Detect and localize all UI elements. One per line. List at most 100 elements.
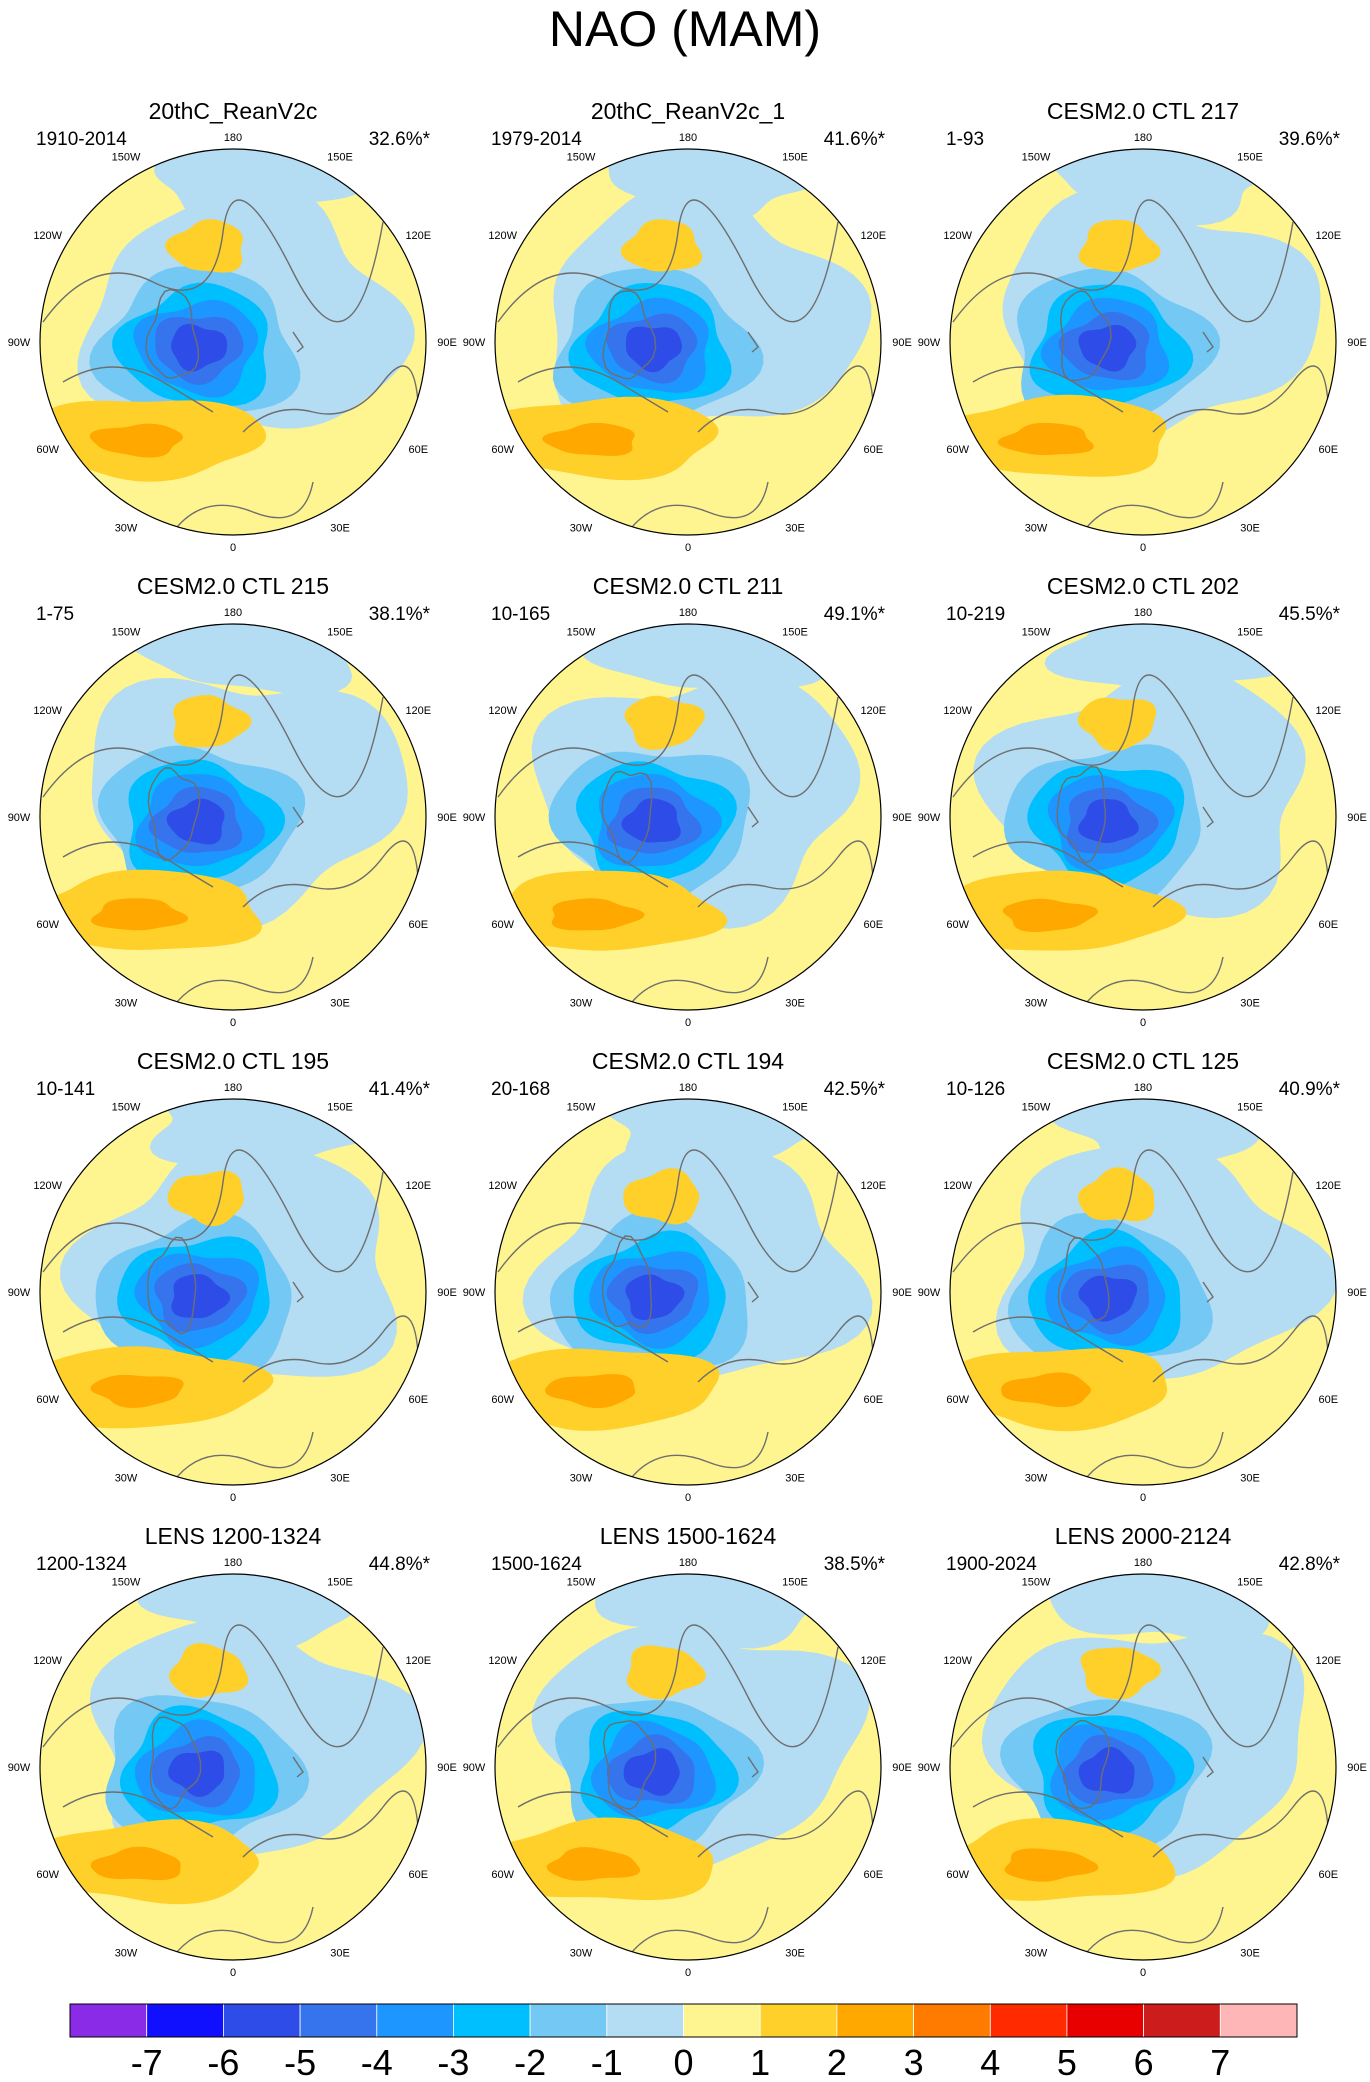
lon-tick-label: 150E (327, 1102, 353, 1114)
panel-title: LENS 1200-1324 (145, 1523, 322, 1549)
panel-title: CESM2.0 CTL 217 (1047, 98, 1239, 124)
colorbar-frame (69, 2003, 1298, 2038)
panel-period: 10-126 (946, 1079, 1005, 1100)
lon-tick-label: 60E (409, 444, 429, 456)
panel-variance: 49.1%* (824, 604, 886, 625)
coastlines (497, 199, 874, 533)
lon-tick-label: 120W (943, 1655, 972, 1667)
coastlines (497, 674, 874, 1008)
coastline (517, 1316, 669, 1363)
contour-shape (581, 624, 827, 688)
lon-tick-label: 30W (570, 522, 593, 534)
lon-tick-label: 180 (679, 1082, 697, 1094)
lon-tick-label: 60W (36, 1869, 59, 1881)
panel-title: LENS 1500-1624 (600, 1523, 777, 1549)
lon-tick-label: 180 (1134, 1082, 1152, 1094)
panel-title: CESM2.0 CTL 125 (1047, 1048, 1239, 1074)
coastline (149, 1716, 202, 1810)
contour-shape (1002, 898, 1098, 932)
panel-variance: 39.6%* (1279, 129, 1341, 150)
coastline (627, 1431, 769, 1483)
contour-shape (1078, 799, 1139, 844)
map-field (40, 1574, 426, 1960)
panel-variance: 41.4%* (369, 1079, 431, 1100)
map-field (495, 624, 881, 1010)
colorbar-swatch (529, 2003, 608, 2038)
contour-shape (168, 1643, 249, 1698)
map-panels: 20thC_ReanV2c 1910-2014 32.6%* 180 150E 120E 9… (8, 98, 1367, 1979)
coastline (602, 1720, 657, 1810)
panel-period: 1-75 (36, 604, 74, 625)
coastline (1082, 1906, 1224, 1958)
map-field (495, 1099, 881, 1485)
lon-tick-label: 30W (570, 997, 593, 1009)
contour-shape (171, 323, 228, 372)
lon-tick-label: 30E (330, 1472, 350, 1484)
lon-tick-label: 120W (33, 230, 62, 242)
panel-period: 10-219 (946, 604, 1005, 625)
map-panel: 20thC_ReanV2c_1 1979-2014 41.6%* 180 150E 120… (463, 98, 912, 554)
coastline (292, 1281, 304, 1303)
colorbar-tick-label: 5 (1057, 2042, 1077, 2082)
panel-variance: 38.1%* (369, 604, 431, 625)
colorbar-tick-label: 0 (673, 2042, 693, 2082)
coastline (497, 1624, 839, 1748)
lon-tick-label: 0 (230, 1967, 236, 1979)
lon-tick-label: 30W (115, 997, 138, 1009)
map-field (40, 624, 426, 1010)
contour-shape (90, 1846, 181, 1881)
contour-shape (91, 898, 188, 931)
lon-tick-label: 120W (33, 1180, 62, 1192)
coastline (242, 1315, 419, 1383)
coastline (147, 767, 201, 862)
colorbar-swatch (69, 2003, 148, 2038)
coastline (497, 674, 839, 798)
coastline (62, 1791, 214, 1838)
coastline (517, 1791, 669, 1838)
contour-shape (626, 1645, 706, 1700)
contour-shape (168, 1750, 225, 1797)
contour-shape (997, 422, 1094, 456)
colorbar-swatch (606, 2003, 684, 2038)
coastlines (42, 1624, 419, 1958)
contour-shape (1078, 1746, 1135, 1794)
panel-period: 20-168 (491, 1079, 550, 1100)
lon-tick-label: 150W (112, 152, 141, 164)
contour-shape (542, 422, 635, 456)
contour-shape (173, 694, 252, 748)
lon-tick-label: 90E (1347, 812, 1367, 824)
lon-tick-label: 30E (785, 1472, 805, 1484)
lon-tick-label: 30E (330, 522, 350, 534)
colorbar-tick-label: 1 (750, 2042, 770, 2082)
lon-tick-label: 30W (115, 522, 138, 534)
lon-tick-label: 90E (437, 1762, 457, 1774)
lon-tick-label: 120E (405, 1655, 431, 1667)
coastline (146, 1236, 197, 1335)
contour-shape (620, 219, 703, 272)
lon-tick-label: 150E (1237, 1102, 1263, 1114)
coastline (1152, 1315, 1329, 1383)
lon-tick-label: 30W (570, 1947, 593, 1959)
panel-variance: 42.5%* (824, 1079, 886, 1100)
coastline (972, 1316, 1124, 1363)
coastlines (952, 1149, 1329, 1483)
lon-tick-label: 120W (33, 1655, 62, 1667)
coastline (1082, 956, 1224, 1008)
coastline (952, 1149, 1294, 1273)
panel-title: 20thC_ReanV2c_1 (591, 98, 785, 124)
lon-tick-label: 180 (1134, 132, 1152, 144)
colorbar-swatch (146, 2003, 224, 2038)
map-border (39, 623, 427, 1011)
contour-shape (89, 423, 183, 458)
colorbar-tick-label: 6 (1134, 2042, 1154, 2082)
lon-tick-label: 90E (1347, 1287, 1367, 1299)
panel-period: 1500-1624 (491, 1554, 582, 1575)
contour-shape (149, 1099, 392, 1165)
coastline (172, 1906, 314, 1958)
coastline (497, 1149, 839, 1273)
lon-tick-label: 90E (892, 812, 912, 824)
lon-tick-label: 180 (1134, 1557, 1152, 1569)
lon-tick-label: 0 (230, 542, 236, 554)
lon-tick-label: 60W (36, 1394, 59, 1406)
lon-tick-label: 60E (864, 919, 884, 931)
